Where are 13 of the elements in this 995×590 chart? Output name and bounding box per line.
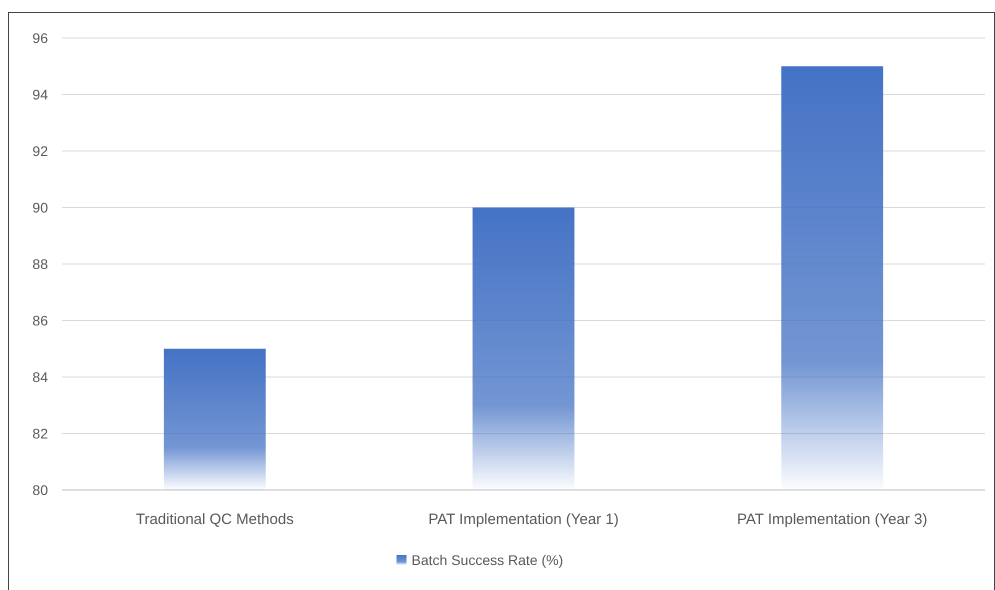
y-tick-label: 92 (32, 143, 48, 159)
y-tick-label: 94 (32, 86, 48, 102)
y-tick-label: 88 (32, 256, 48, 272)
x-tick-label: PAT Implementation (Year 1) (428, 511, 619, 528)
legend-label: Batch Success Rate (%) (412, 552, 564, 568)
x-tick-label: Traditional QC Methods (136, 511, 294, 528)
y-tick-label: 82 (32, 426, 48, 442)
y-tick-label: 86 (32, 312, 48, 328)
x-tick-label: PAT Implementation (Year 3) (737, 511, 928, 528)
y-tick-label: 84 (32, 369, 48, 385)
y-tick-label: 90 (32, 200, 48, 216)
y-tick-label: 80 (32, 482, 48, 498)
y-tick-label: 96 (32, 30, 48, 46)
